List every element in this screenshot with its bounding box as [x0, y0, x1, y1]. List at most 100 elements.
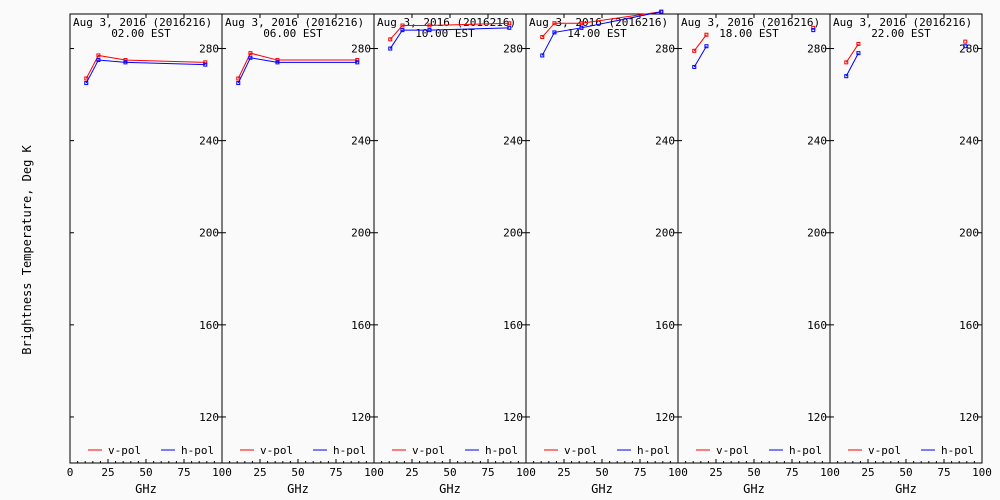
x-tick-label: 75	[785, 466, 798, 479]
legend-label-h-pol: h-pol	[941, 444, 974, 457]
x-axis-label: GHz	[895, 482, 917, 496]
data-point-h-pol	[388, 46, 393, 51]
panel-title: Aug 3, 2016 (2016216)	[529, 16, 668, 29]
data-point-v-pol	[507, 21, 512, 26]
legend-label-h-pol: h-pol	[637, 444, 670, 457]
panel-5: 120 160 200 240 280 25 50 75 100 GHz Aug 3, 2016 (…	[677, 13, 840, 496]
data-point-h-pol	[203, 62, 208, 67]
data-point-h-pol	[704, 44, 709, 49]
x-tick-label: 0	[67, 466, 74, 479]
legend-label-v-pol: v-pol	[260, 444, 293, 457]
data-point-v-pol	[540, 35, 545, 40]
series-line-h-pol	[845, 52, 859, 77]
legend-label-h-pol: h-pol	[181, 444, 214, 457]
series-line-v-pol	[389, 22, 510, 40]
x-tick-label: 25	[709, 466, 722, 479]
legend-label-v-pol: v-pol	[564, 444, 597, 457]
x-tick-label: 100	[364, 466, 384, 479]
series-line-h-pol	[693, 45, 707, 68]
series-line-v-pol	[845, 43, 859, 63]
y-tick-label: 240	[351, 135, 371, 148]
data-point-v-pol	[692, 48, 697, 53]
x-tick-label: 100	[820, 466, 840, 479]
data-point-v-pol	[123, 58, 128, 63]
data-point-h-pol	[275, 60, 280, 65]
y-tick-label: 240	[655, 135, 675, 148]
data-point-h-pol	[963, 44, 968, 49]
y-tick-label: 120	[503, 411, 523, 424]
x-axis-label: GHz	[591, 482, 613, 496]
x-axis-label: GHz	[287, 482, 309, 496]
x-tick-label: 25	[861, 466, 874, 479]
x-axis-label: GHz	[135, 482, 157, 496]
x-tick-label: 100	[212, 466, 232, 479]
y-tick-label: 200	[351, 227, 371, 240]
legend-label-h-pol: h-pol	[789, 444, 822, 457]
chart-panels: 120 160 200 240 280 0 25 50 75 100 GHz Aug 3, 2016 …	[67, 9, 992, 496]
x-tick-label: 75	[329, 466, 342, 479]
y-tick-label: 200	[655, 227, 675, 240]
y-tick-label: 240	[959, 135, 979, 148]
data-point-h-pol	[400, 28, 405, 33]
data-point-v-pol	[552, 21, 557, 26]
x-tick-label: 100	[668, 466, 688, 479]
y-tick-label: 160	[959, 319, 979, 332]
data-point-h-pol	[96, 58, 101, 63]
series-line-h-pol	[85, 59, 206, 84]
y-tick-label: 280	[503, 43, 523, 56]
x-tick-label: 50	[595, 466, 608, 479]
y-tick-label: 280	[807, 43, 827, 56]
x-tick-label: 50	[139, 466, 152, 479]
x-tick-label: 50	[747, 466, 760, 479]
data-point-h-pol	[811, 28, 816, 33]
panel-subtitle: 22.00 EST	[871, 27, 931, 40]
series-line-v-pol	[693, 34, 707, 52]
data-point-h-pol	[84, 81, 89, 86]
data-point-h-pol	[236, 81, 241, 86]
panel-title: Aug 3, 2016 (2016216)	[833, 16, 972, 29]
panel-title: Aug 3, 2016 (2016216)	[73, 16, 212, 29]
y-tick-label: 280	[199, 43, 219, 56]
series-line-h-pol	[237, 57, 358, 84]
data-point-v-pol	[203, 60, 208, 65]
panel-2: 120 160 200 240 280 25 50 75 100 GHz Aug 3, 2016 (…	[221, 13, 384, 496]
legend-label-v-pol: v-pol	[868, 444, 901, 457]
data-point-h-pol	[856, 51, 861, 56]
data-point-h-pol	[692, 64, 697, 69]
y-tick-label: 240	[503, 135, 523, 148]
y-tick-label: 200	[503, 227, 523, 240]
x-axis-label: GHz	[439, 482, 461, 496]
y-tick-label: 120	[959, 411, 979, 424]
data-point-v-pol	[579, 21, 584, 26]
y-tick-label: 280	[351, 43, 371, 56]
data-point-h-pol	[540, 53, 545, 58]
data-point-h-pol	[844, 74, 849, 79]
y-tick-label: 160	[655, 319, 675, 332]
panel-title: Aug 3, 2016 (2016216)	[225, 16, 364, 29]
legend-label-v-pol: v-pol	[412, 444, 445, 457]
data-point-v-pol	[811, 25, 816, 30]
y-tick-label: 160	[351, 319, 371, 332]
data-point-h-pol	[123, 60, 128, 65]
data-point-h-pol	[427, 28, 432, 33]
series-line-v-pol	[541, 11, 662, 38]
data-point-v-pol	[427, 23, 432, 28]
x-axis-label: GHz	[743, 482, 765, 496]
y-tick-label: 240	[807, 135, 827, 148]
data-point-v-pol	[400, 23, 405, 28]
data-point-v-pol	[96, 53, 101, 58]
series-line-h-pol	[541, 11, 662, 56]
data-point-v-pol	[704, 32, 709, 37]
y-tick-label: 200	[807, 227, 827, 240]
data-point-h-pol	[659, 9, 664, 14]
data-point-v-pol	[248, 51, 253, 56]
data-point-v-pol	[355, 58, 360, 63]
y-tick-label: 200	[199, 227, 219, 240]
panel-1: 120 160 200 240 280 0 25 50 75 100 GHz Aug 3, 2016 …	[67, 13, 232, 496]
y-tick-label: 160	[199, 319, 219, 332]
legend-label-h-pol: h-pol	[485, 444, 518, 457]
x-tick-label: 25	[253, 466, 266, 479]
data-point-h-pol	[355, 60, 360, 65]
